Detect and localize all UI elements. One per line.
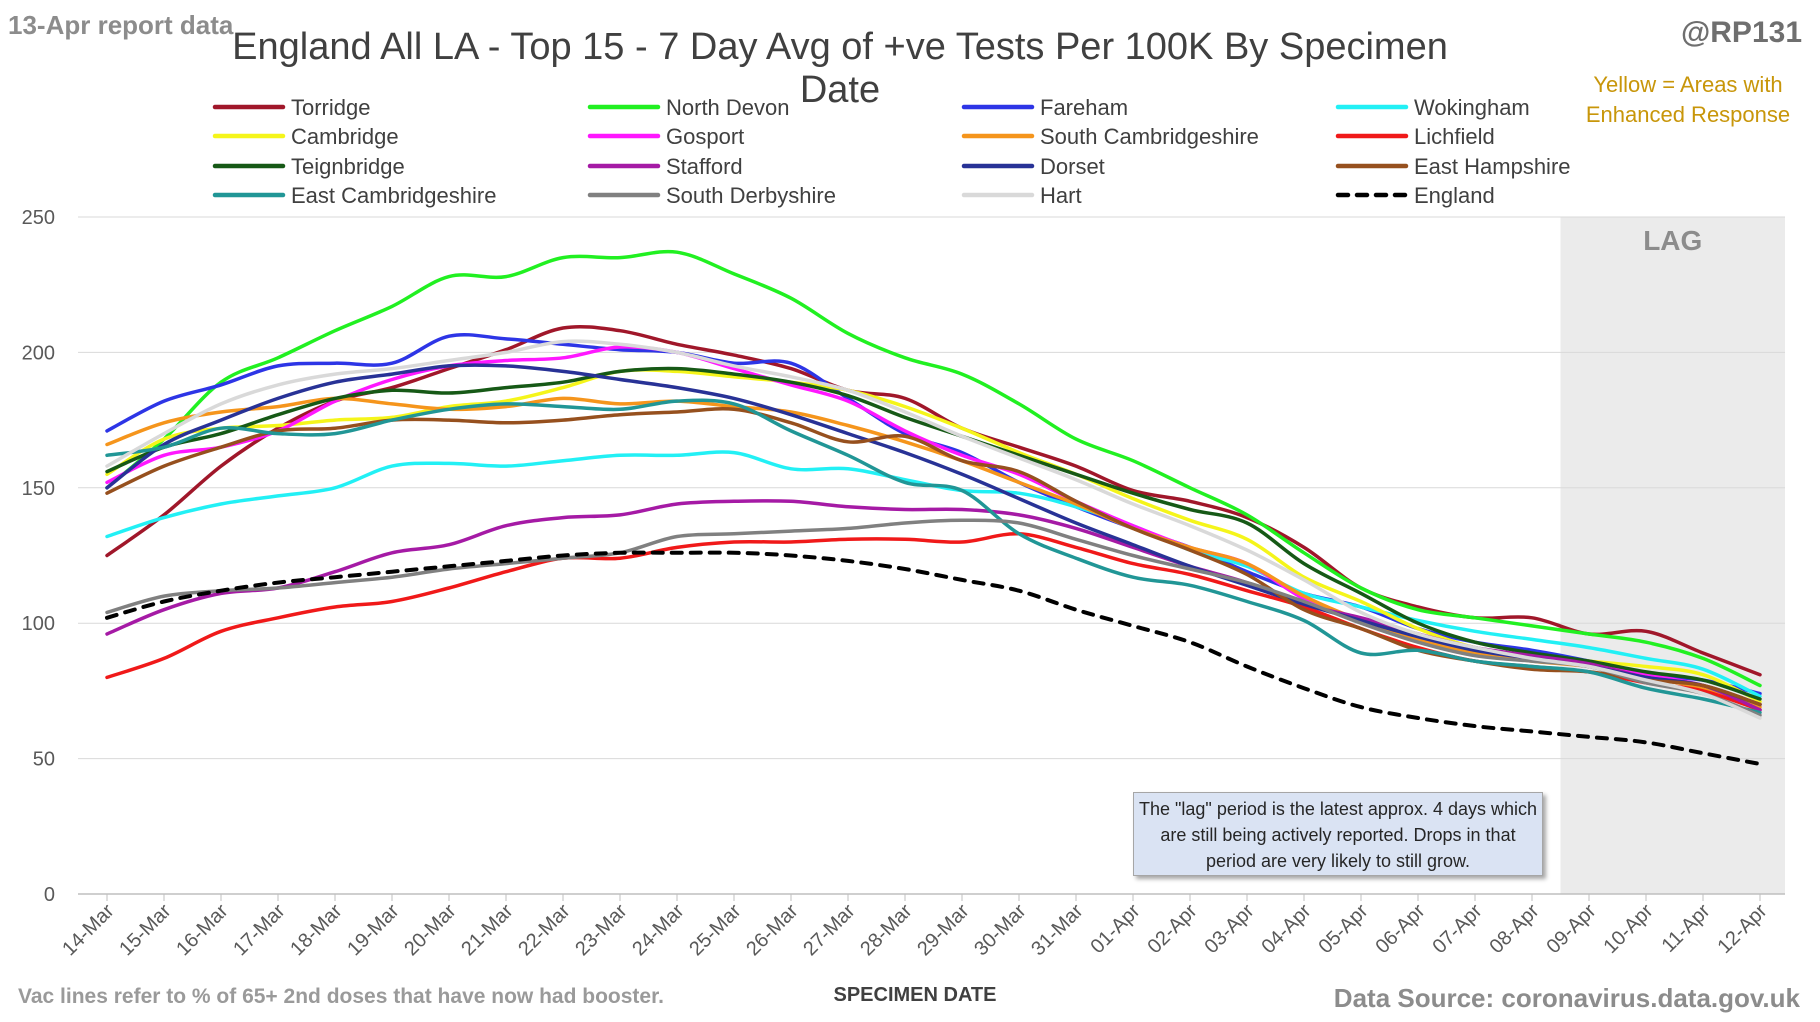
x-axis: 14-Mar15-Mar16-Mar17-Mar18-Mar19-Mar20-M… [58,894,1772,960]
x-tick-label: 18-Mar [286,900,347,961]
x-tick-label: 24-Mar [628,900,689,961]
legend-label-south-derbyshire: South Derbyshire [666,183,836,208]
legend-label-england: England [1414,183,1495,208]
legend-label-east-hampshire: East Hampshire [1414,154,1571,179]
gridlines [78,216,1785,895]
legend-label-teignbridge: Teignbridge [291,154,405,179]
legend-label-wokingham: Wokingham [1414,95,1530,120]
lag-explanation-box: The "lag" period is the latest approx. 4… [1133,792,1543,876]
x-tick-label: 03-Apr [1201,900,1259,958]
x-tick-label: 23-Mar [571,900,632,961]
series-line-dorset [105,363,1762,707]
x-tick-label: 04-Apr [1258,900,1316,958]
x-axis-title: SPECIMEN DATE [834,984,997,1006]
series-line-north-devon [105,249,1762,688]
series-line-south-cambridgeshire [105,396,1762,709]
series-lines [105,249,1762,766]
y-tick-label: 100 [22,613,55,635]
x-tick-label: 07-Apr [1429,900,1487,958]
x-tick-label: 02-Apr [1144,900,1202,958]
x-tick-label: 05-Apr [1315,900,1373,958]
x-tick-label: 30-Mar [970,900,1031,961]
chart-title: England All LA - Top 15 - 7 Day Avg of +… [232,26,1448,111]
x-tick-label: 08-Apr [1486,900,1544,958]
x-tick-label: 10-Apr [1600,900,1658,958]
y-tick-label: 250 [22,207,55,229]
x-tick-label: 28-Mar [856,900,917,961]
legend: Torridge North Devon Fareham Wokingham Cambr… [212,95,1571,208]
x-tick-label: 21-Mar [457,900,518,961]
x-tick-label: 31-Mar [1027,900,1088,961]
x-tick-label: 17-Mar [229,900,290,961]
series-line-east-cambridgeshire [105,398,1762,715]
legend-label-gosport: Gosport [666,124,744,149]
legend-label-torridge: Torridge [291,95,370,120]
series-line-fareham [105,332,1762,696]
x-tick-label: 27-Mar [799,900,860,961]
legend-label-fareham: Fareham [1040,95,1128,120]
series-line-england [105,550,1762,766]
lag-label: LAG [1643,225,1702,256]
x-tick-label: 09-Apr [1543,900,1601,958]
legend-label-east-cambridgeshire: East Cambridgeshire [291,183,496,208]
vaccine-footnote: Vac lines refer to % of 65+ 2nd doses th… [18,985,664,1008]
x-tick-label: 06-Apr [1372,900,1430,958]
x-tick-label: 14-Mar [58,900,119,961]
x-tick-label: 11-Apr [1658,900,1715,957]
series-line-hart [105,339,1762,720]
legend-label-south-cambridgeshire: South Cambridgeshire [1040,124,1259,149]
data-source: Data Source: coronavirus.data.gov.uk [1333,983,1800,1013]
legend-label-hart: Hart [1040,183,1082,208]
author-handle: @RP131 [1681,16,1802,49]
y-tick-label: 0 [44,884,55,906]
report-date-label: 13-Apr report data [8,10,234,40]
legend-label-cambridge: Cambridge [291,124,399,149]
legend-label-stafford: Stafford [666,154,743,179]
legend-label-north-devon: North Devon [666,95,790,120]
x-tick-label: 19-Mar [343,900,404,961]
legend-label-lichfield: Lichfield [1414,124,1495,149]
x-tick-label: 22-Mar [514,900,575,961]
y-tick-label: 150 [22,478,55,500]
y-axis: 0 50 100 150 200 250 [22,207,55,906]
x-tick-label: 29-Mar [913,900,974,961]
lag-region [1560,217,1785,894]
x-tick-label: 16-Mar [172,900,233,961]
x-tick-label: 25-Mar [685,900,746,961]
x-tick-label: 20-Mar [400,900,461,961]
y-tick-label: 200 [22,342,55,364]
series-line-south-derbyshire [105,518,1762,718]
legend-label-dorset: Dorset [1040,154,1105,179]
x-tick-label: 01-Apr [1087,900,1145,958]
y-tick-label: 50 [33,749,55,771]
x-tick-label: 15-Mar [115,900,176,961]
enhanced-response-note: Yellow = Areas with Enhanced Response [1585,72,1791,127]
x-tick-label: 26-Mar [742,900,803,961]
x-tick-label: 12-Apr [1714,900,1772,958]
